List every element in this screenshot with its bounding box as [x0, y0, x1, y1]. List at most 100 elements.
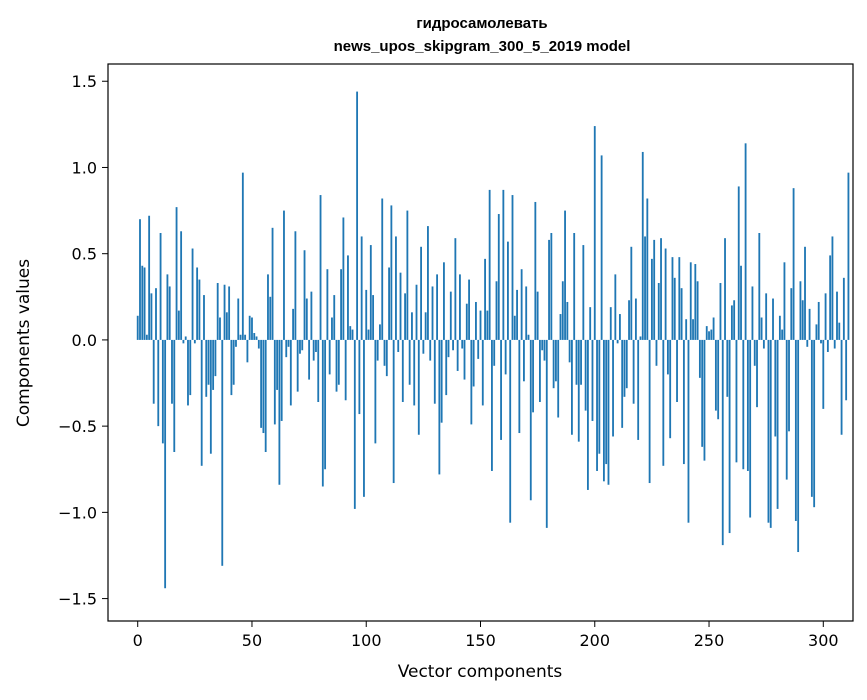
bar — [632, 339, 635, 404]
bar — [221, 339, 224, 566]
bar — [808, 308, 811, 340]
bar — [344, 339, 347, 401]
bar — [541, 339, 544, 351]
bar — [545, 339, 548, 528]
bar — [580, 339, 582, 385]
y-tick-label: 1.5 — [72, 72, 97, 91]
bar — [660, 238, 662, 340]
bar — [673, 277, 676, 340]
bar — [557, 339, 560, 418]
bar — [223, 284, 226, 340]
bar — [337, 339, 340, 385]
bar — [602, 339, 605, 482]
bar — [315, 339, 317, 352]
bar — [696, 281, 699, 340]
bar — [420, 246, 422, 340]
bar — [452, 339, 454, 351]
bar — [721, 339, 724, 546]
bar — [694, 264, 697, 340]
bar — [509, 339, 512, 523]
bar — [788, 339, 790, 432]
bar — [751, 286, 754, 340]
bar — [472, 339, 475, 387]
bar — [705, 326, 708, 340]
bar — [319, 195, 322, 340]
bar — [758, 233, 761, 340]
bar — [518, 339, 521, 434]
bar — [516, 289, 518, 340]
bar — [634, 298, 637, 340]
bar — [324, 339, 327, 470]
bar — [692, 319, 694, 340]
bar — [203, 295, 205, 340]
bar — [415, 284, 418, 340]
bar — [523, 339, 525, 382]
bar — [646, 198, 649, 340]
bar — [230, 339, 233, 396]
y-axis-ticks: −1.5 −1.0 −0.5 0.0 0.5 1.0 1.5 — [58, 72, 108, 609]
x-tick-label: 0 — [133, 631, 143, 650]
bar — [774, 339, 777, 437]
bar — [248, 315, 251, 340]
bar — [278, 339, 281, 485]
bar — [383, 339, 386, 366]
bar — [653, 239, 656, 340]
bar — [356, 91, 359, 340]
bar — [680, 288, 683, 340]
bar — [548, 239, 550, 340]
bar — [395, 236, 397, 340]
bar — [726, 339, 729, 397]
bar — [666, 339, 669, 375]
bar — [678, 257, 681, 340]
bar — [571, 339, 573, 435]
bar — [767, 339, 770, 523]
bar — [564, 210, 566, 340]
bar — [829, 255, 832, 340]
bar — [449, 291, 452, 340]
bar — [525, 286, 528, 340]
bar — [257, 339, 260, 349]
bar — [271, 227, 274, 340]
bar — [584, 339, 587, 411]
bar — [427, 226, 429, 340]
bar — [385, 339, 388, 377]
bar — [488, 189, 491, 340]
bar — [342, 217, 345, 340]
bar — [504, 339, 507, 375]
bar — [703, 339, 706, 461]
bar — [804, 246, 806, 340]
bar — [239, 334, 242, 340]
bar — [413, 339, 416, 406]
bar — [235, 339, 237, 347]
bar — [283, 210, 285, 340]
bar — [171, 339, 173, 404]
bar — [305, 298, 308, 340]
bar — [527, 334, 530, 340]
bar — [196, 267, 199, 340]
bar — [481, 339, 484, 406]
bar — [717, 339, 720, 420]
bar — [150, 293, 153, 340]
bar — [369, 245, 372, 340]
bar — [833, 339, 836, 349]
bar — [762, 339, 765, 349]
bar — [431, 286, 434, 340]
bar — [401, 339, 404, 402]
bar — [714, 339, 717, 411]
y-tick-label: 0.0 — [72, 331, 97, 350]
bar — [824, 293, 827, 340]
bar — [454, 238, 457, 340]
bar — [424, 312, 427, 340]
bar — [628, 300, 630, 340]
bar — [500, 339, 502, 440]
bar — [397, 339, 400, 352]
bar — [312, 339, 315, 361]
bar — [650, 258, 653, 340]
bar — [568, 339, 571, 363]
bar — [177, 310, 180, 340]
bar — [296, 339, 299, 392]
bar — [655, 339, 658, 366]
bar — [740, 265, 742, 340]
bar — [577, 339, 580, 442]
